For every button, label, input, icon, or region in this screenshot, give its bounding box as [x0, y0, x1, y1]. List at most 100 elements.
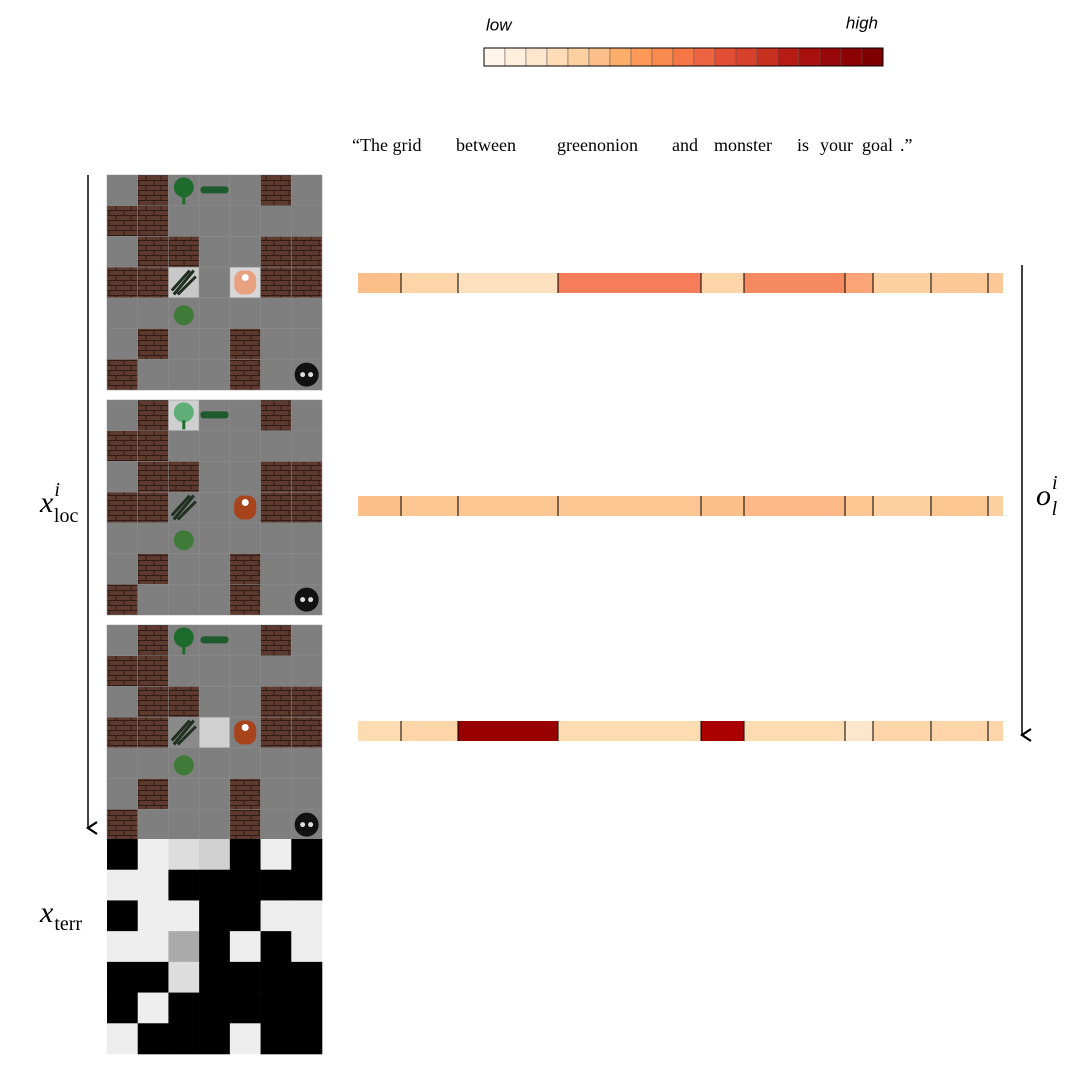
terrain-cell — [168, 931, 199, 962]
colorbar-cell — [757, 48, 778, 66]
brick-cell — [291, 236, 322, 267]
floor-cell — [199, 236, 230, 267]
floor-cell — [107, 523, 138, 554]
colorbar-cell — [547, 48, 568, 66]
floor-cell — [261, 206, 292, 237]
brick-cell — [230, 359, 261, 390]
brick-cell — [168, 686, 199, 717]
terrain-cell — [199, 870, 230, 901]
attention-cell — [358, 273, 401, 293]
attention-cell — [744, 496, 845, 516]
floor-cell — [291, 206, 322, 237]
floor-cell — [199, 584, 230, 615]
floor-cell — [261, 554, 292, 585]
terrain-cell — [168, 839, 199, 870]
attention-cell — [931, 273, 988, 293]
robot-eye — [308, 597, 313, 602]
croc-icon — [201, 411, 229, 418]
brick-cell — [107, 431, 138, 462]
floor-cell — [291, 400, 322, 431]
terrain-cell — [230, 1023, 261, 1054]
floor-cell — [291, 329, 322, 360]
floor-cell — [199, 298, 230, 329]
legend-high: high — [846, 13, 878, 32]
attention-cell — [401, 496, 458, 516]
floor-cell — [230, 748, 261, 779]
terrain-cell — [261, 839, 292, 870]
terrain-cell — [199, 993, 230, 1024]
label-sub: l — [1052, 498, 1058, 520]
brick-cell — [138, 400, 169, 431]
attention-cell — [558, 496, 701, 516]
terrain-cell — [261, 993, 292, 1024]
floor-cell — [291, 748, 322, 779]
brick-cell — [138, 461, 169, 492]
floor-cell — [168, 656, 199, 687]
floor-cell — [291, 523, 322, 554]
floor-cell — [199, 656, 230, 687]
terrain-cell — [230, 993, 261, 1024]
floor-cell — [199, 717, 230, 748]
brick-cell — [107, 267, 138, 298]
brick-cell — [138, 431, 169, 462]
floor-cell — [107, 625, 138, 656]
robot-icon — [295, 588, 319, 612]
attention-cell — [988, 273, 1003, 293]
floor-cell — [261, 298, 292, 329]
label-sup: i — [54, 479, 60, 501]
brick-cell — [168, 461, 199, 492]
floor-cell — [199, 461, 230, 492]
tree-trunk — [182, 195, 185, 204]
terrain-cell — [291, 931, 322, 962]
robot-icon — [295, 363, 319, 387]
brick-cell — [261, 625, 292, 656]
floor-cell — [168, 584, 199, 615]
terrain-cell — [138, 870, 169, 901]
brick-cell — [138, 656, 169, 687]
terrain-cell — [199, 900, 230, 931]
terrain-cell — [261, 900, 292, 931]
colorbar-cell — [505, 48, 526, 66]
terrain-cell — [138, 931, 169, 962]
floor-cell — [291, 625, 322, 656]
sentence: “The gridbetweengreenonionandmonsterisyo… — [352, 135, 913, 155]
label-sub: loc — [54, 505, 79, 527]
sentence-word: and — [672, 135, 698, 155]
label-attention: oil — [1036, 472, 1058, 520]
floor-cell — [230, 461, 261, 492]
colorbar-cell — [631, 48, 652, 66]
brick-cell — [107, 809, 138, 840]
attention-cell — [558, 721, 701, 741]
colorbar-cell — [715, 48, 736, 66]
floor-cell — [107, 461, 138, 492]
brick-cell — [261, 461, 292, 492]
brick-cell — [261, 175, 292, 206]
monster-eye — [242, 724, 249, 731]
floor-cell — [199, 359, 230, 390]
floor-cell — [199, 748, 230, 779]
floor-cell — [199, 554, 230, 585]
brick-cell — [230, 809, 261, 840]
brick-cell — [138, 779, 169, 810]
floor-cell — [168, 206, 199, 237]
label-base: x — [39, 896, 54, 929]
attention-cell — [931, 496, 988, 516]
floor-cell — [291, 298, 322, 329]
robot-eye — [308, 372, 313, 377]
brick-cell — [291, 717, 322, 748]
terrain-cell — [261, 870, 292, 901]
terrain-cell — [107, 839, 138, 870]
brick-cell — [291, 461, 322, 492]
croc-icon — [201, 636, 229, 643]
floor-cell — [168, 431, 199, 462]
terrain-cell — [168, 962, 199, 993]
floor-cell — [230, 206, 261, 237]
floor-cell — [107, 400, 138, 431]
brick-cell — [230, 584, 261, 615]
attention-cell — [358, 496, 401, 516]
colorbar-cell — [673, 48, 694, 66]
grids — [107, 175, 322, 1054]
floor-cell — [199, 779, 230, 810]
tree-icon — [174, 627, 194, 647]
label-sup: i — [1052, 472, 1058, 494]
